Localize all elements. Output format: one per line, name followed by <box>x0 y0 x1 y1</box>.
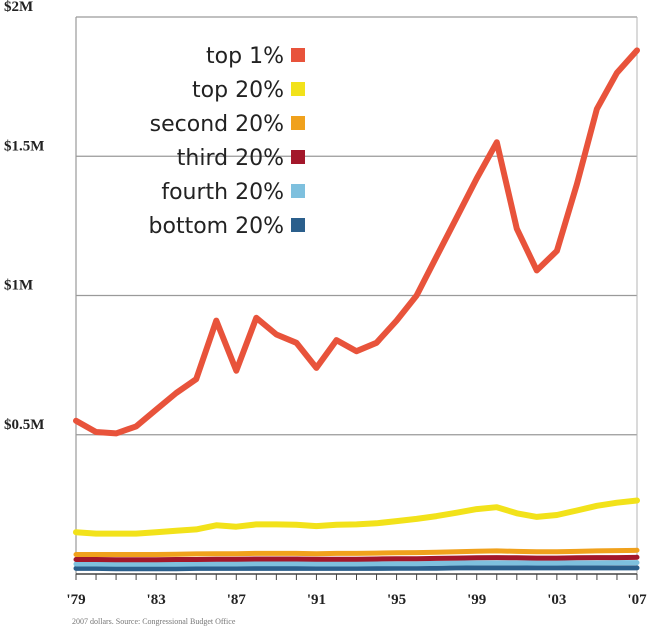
source-footnote: 2007 dollars. Source: Congressional Budg… <box>72 617 236 626</box>
legend-swatch <box>291 48 305 62</box>
legend-label: top 20% <box>192 78 284 103</box>
x-tick-label: '79 <box>66 592 85 608</box>
x-tick-label: '03 <box>547 592 566 608</box>
x-tick-label: '91 <box>307 592 326 608</box>
y-tick-label: $0.5M <box>4 417 44 433</box>
series-line-third-20 <box>73 554 640 563</box>
y-tick-label: $2M <box>4 0 33 15</box>
series-lines <box>73 47 640 572</box>
y-axis-tick-labels: $0.5M $1M $1.5M $2M <box>4 0 44 433</box>
legend-item: third 20% <box>177 146 305 171</box>
legend-item: top 1% <box>206 44 305 69</box>
legend-item: fourth 20% <box>161 180 305 205</box>
x-tick-label: '87 <box>227 592 247 608</box>
legend-label: bottom 20% <box>149 214 284 239</box>
axes <box>75 17 638 580</box>
legend-label: third 20% <box>177 146 284 171</box>
legend-label: top 1% <box>206 44 284 69</box>
x-tick-label: '99 <box>467 592 486 608</box>
x-axis-tick-labels: '79 '83 '87 '91 '95 '99 '03 '07 <box>66 592 647 608</box>
legend-swatch <box>291 82 305 96</box>
y-tick-label: $1.5M <box>4 138 44 154</box>
series-line-top-20 <box>73 497 640 537</box>
series-line-bottom-20 <box>73 565 640 572</box>
series-line-top-1 <box>73 47 640 437</box>
legend-swatch <box>291 116 305 130</box>
legend-label: fourth 20% <box>161 180 284 205</box>
x-tick-label: '95 <box>387 592 406 608</box>
legend-item: second 20% <box>150 112 305 137</box>
series-line-second-20 <box>73 547 640 557</box>
series-line-fourth-20 <box>73 560 640 567</box>
legend-swatch <box>291 150 305 164</box>
legend-item: top 20% <box>192 78 305 103</box>
legend-swatch <box>291 218 305 232</box>
y-tick-label: $1M <box>4 278 33 294</box>
legend: top 1% top 20% second 20% third 20% fourth 2… <box>149 44 305 239</box>
x-tick-label: '07 <box>627 592 647 608</box>
legend-item: bottom 20% <box>149 214 305 239</box>
x-tick-label: '83 <box>147 592 166 608</box>
legend-swatch <box>291 184 305 198</box>
legend-label: second 20% <box>150 112 284 137</box>
gridlines <box>76 16 637 436</box>
